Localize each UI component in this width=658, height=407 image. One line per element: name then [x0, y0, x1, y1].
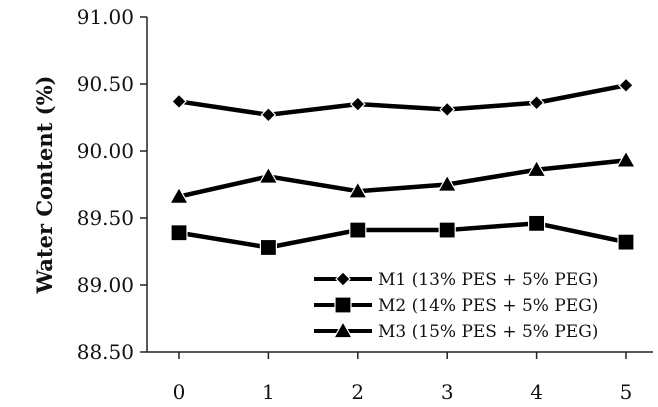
data-point-triangle: [168, 186, 190, 204]
legend-marker-triangle: [332, 320, 354, 339]
x-tick-label: 0: [173, 380, 186, 404]
series-1: [171, 77, 634, 123]
y-tick-label: 88.50: [77, 340, 134, 364]
legend-marker-square: [334, 296, 352, 314]
data-point-diamond: [528, 94, 545, 111]
data-point-diamond: [349, 96, 366, 112]
data-point-square: [527, 214, 546, 232]
legend-item-2: M2 (14% PES + 5% PEG): [314, 296, 598, 316]
x-tick-label: 4: [530, 380, 543, 404]
data-point-square: [259, 238, 277, 257]
series-line: [178, 221, 627, 250]
axes: [140, 16, 653, 359]
series-3: [168, 150, 637, 204]
tick-labels: 88.50 89.00 89.50 90.00 90.50 91.00 0 1 2 3 4 5: [77, 5, 633, 404]
legend-item-3: M3 (15% PES + 5% PEG): [314, 320, 598, 342]
data-point-triangle: [526, 159, 547, 178]
series-line: [178, 158, 627, 199]
legend-label: M3 (15% PES + 5% PEG): [378, 322, 598, 342]
y-tick-label: 89.00: [77, 273, 134, 297]
legend-label: M1 (13% PES + 5% PEG): [378, 270, 598, 290]
legend-label: M2 (14% PES + 5% PEG): [378, 296, 598, 316]
x-tick-label: 5: [620, 380, 633, 404]
data-point-diamond: [171, 93, 187, 110]
data-point-diamond: [618, 77, 634, 94]
legend-item-1: M1 (13% PES + 5% PEG): [314, 270, 598, 290]
y-tick-label: 91.00: [77, 5, 134, 29]
data-point-triangle: [347, 180, 368, 199]
legend: M1 (13% PES + 5% PEG) M2 (14% PES + 5% PE…: [314, 270, 598, 342]
series-2: [170, 214, 635, 257]
data-point-square: [617, 233, 635, 251]
y-tick-label: 89.50: [77, 206, 134, 230]
data-point-diamond: [260, 106, 277, 123]
data-point-square: [170, 224, 188, 242]
y-axis-title: Water Content (%): [32, 76, 57, 295]
data-point-triangle: [437, 174, 458, 192]
data-point-diamond: [439, 101, 456, 118]
x-tick-label: 1: [262, 380, 275, 404]
y-tick-label: 90.00: [77, 139, 134, 163]
data-point-triangle: [615, 150, 637, 168]
legend-marker-diamond: [335, 271, 351, 287]
x-tick-label: 3: [441, 380, 454, 404]
series-group: [168, 77, 637, 257]
series-line: [178, 83, 627, 118]
data-point-square: [349, 221, 367, 239]
x-tick-label: 2: [351, 380, 364, 404]
y-tick-label: 90.50: [77, 72, 134, 96]
data-point-square: [438, 221, 456, 239]
data-point-triangle: [258, 166, 279, 184]
